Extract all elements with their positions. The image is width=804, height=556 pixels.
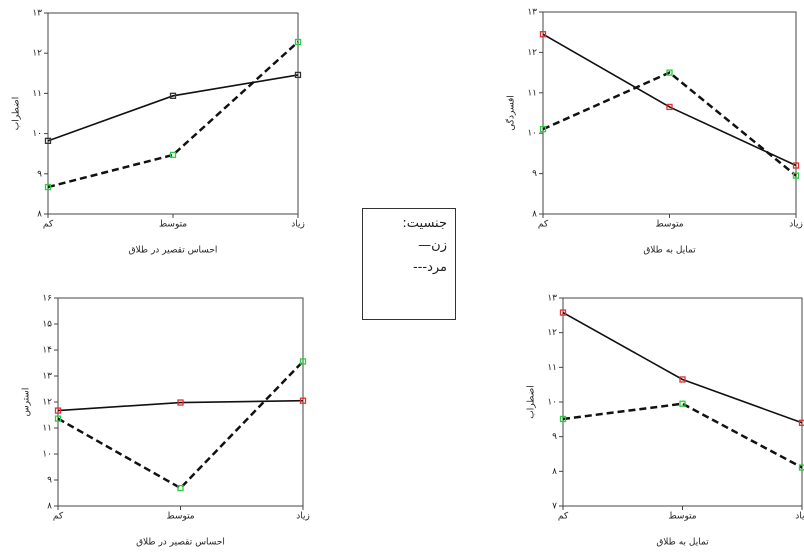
x-tick-label: متوسط [668,512,696,522]
marker [798,419,804,426]
y-tick-label: ۱۰ [32,129,42,139]
plot-frame [47,12,299,215]
marker [294,71,302,79]
legend-item: زن— [418,238,447,253]
x-tick-label: کم [53,512,64,522]
x-tick-label: متوسط [159,220,187,230]
y-tick-label: ۱۰ [42,450,52,460]
marker [679,376,686,383]
y-tick-label: ۱۱ [547,363,557,373]
marker [679,400,686,407]
y-tick-label: ۱۳ [42,372,52,382]
x-tick-label: کم [43,220,54,230]
x-tick-label: کم [558,512,569,522]
x-axis-label: احساس تقصیر در طلاق [129,246,218,256]
marker [299,358,307,365]
marker [798,464,804,471]
marker [559,309,567,316]
marker [177,399,184,406]
marker [666,103,673,111]
y-tick-label: ۱۱ [32,89,42,99]
series-line [562,402,803,469]
marker [54,407,62,414]
y-tick-label: ۱۲ [32,49,42,59]
y-tick-label: ۱۶ [42,294,52,304]
y-tick-label: ۹ [47,476,52,486]
y-tick-label: ۱۱ [42,424,52,434]
y-tick-label: ۹ [552,432,557,442]
y-tick-label: ۱۱ [527,88,537,98]
marker [559,415,567,423]
x-axis-label: تمایل به طلاق [643,246,696,256]
y-tick-label: ۷ [552,502,557,512]
y-tick-label: ۱۳ [32,9,42,19]
marker [792,162,800,169]
marker [539,31,547,38]
legend: جنسیت: زن— مرد--- [362,208,456,320]
y-tick-label: ۹ [37,169,42,179]
marker [44,137,52,144]
x-tick-label: زیاد [296,512,310,522]
x-tick-label: کم [538,220,549,230]
series-line [562,311,803,424]
y-tick-label: ۸ [532,210,537,220]
y-axis-label: اضطراب [12,97,22,130]
y-tick-label: ۱۲ [547,328,557,338]
y-axis-label: افسردگی [505,95,517,131]
marker [299,397,307,404]
y-tick-label: ۸ [37,210,42,220]
x-axis-label: احساس تقصیر در طلاق [136,538,225,548]
marker [54,415,62,422]
x-tick-label: زیاد [291,220,305,230]
y-tick-label: ۱۳ [527,8,537,18]
y-tick-label: ۱۴ [42,346,52,356]
x-tick-label: زیاد [795,512,804,522]
y-tick-label: ۱۲ [42,398,52,408]
marker [792,172,800,179]
y-axis-label: اضطراب [527,385,537,418]
y-tick-label: ۱۰ [547,398,557,408]
marker [44,183,52,191]
series-line [57,360,304,490]
plot-frame [562,297,803,507]
marker [539,126,547,133]
legend-title: جنسیت: [402,216,447,231]
marker [177,484,184,492]
y-tick-label: ۸ [552,467,557,477]
x-tick-label: زیاد [789,220,803,230]
y-tick-label: ۹ [532,169,537,179]
y-tick-label: ۱۲ [527,48,537,58]
y-tick-label: ۱۳ [547,294,557,304]
y-tick-label: ۱۵ [42,320,52,330]
x-tick-label: متوسط [166,512,194,522]
x-tick-label: متوسط [655,220,683,230]
legend-item: مرد--- [413,260,447,275]
marker [666,69,673,76]
series-line [57,399,304,412]
plot-frame [542,11,797,215]
y-tick-label: ۱۰ [527,129,537,139]
marker [169,151,177,159]
x-axis-label: تمایل به طلاق [656,538,709,548]
y-tick-label: ۸ [47,502,52,512]
series-line [47,74,299,142]
marker [169,92,177,99]
series-line [542,33,797,167]
marker [294,38,302,46]
series-line [47,41,299,189]
series-line [542,71,797,177]
y-axis-label: استرس [22,388,32,417]
